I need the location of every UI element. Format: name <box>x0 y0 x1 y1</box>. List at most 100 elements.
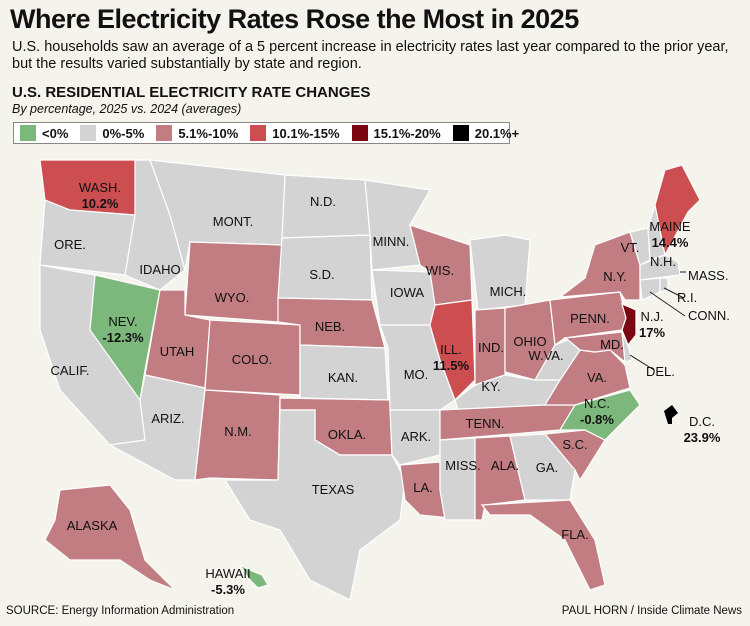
legend-item: 15.1%-20% <box>351 125 441 141</box>
state-value-il: 11.5% <box>433 358 470 373</box>
state-ak <box>44 484 176 591</box>
state-label-in: IND. <box>478 340 504 355</box>
state-label-ok: OKLA. <box>328 427 366 442</box>
state-label-de: DEL. <box>646 364 675 379</box>
legend-swatch <box>351 125 368 141</box>
state-label-al: ALA. <box>491 458 519 473</box>
state-label-vt: VT. <box>621 240 640 255</box>
legend-label: 5.1%-10% <box>178 125 239 141</box>
state-label-nd: N.D. <box>310 194 336 209</box>
state-label-id: IDAHO <box>139 262 180 277</box>
state-label-ny: N.Y. <box>603 269 627 284</box>
source-note: SOURCE: Energy Information Administratio… <box>6 605 235 617</box>
legend-label: 20.1%+ <box>474 125 520 141</box>
legend-swatch <box>156 125 173 141</box>
state-nm <box>194 389 281 481</box>
state-label-nv: NEV. <box>108 314 137 329</box>
state-label-me: MAINE <box>649 219 691 234</box>
leader-line <box>629 354 655 371</box>
state-label-ar: ARK. <box>401 429 431 444</box>
state-label-co: COLO. <box>232 352 272 367</box>
state-label-ca: CALIF. <box>50 363 89 378</box>
legend-label: 10.1%-15% <box>272 125 340 141</box>
state-label-ak: ALASKA <box>67 518 118 533</box>
state-label-sc: S.C. <box>562 437 587 452</box>
state-value-wa: 10.2% <box>82 196 119 211</box>
state-label-hi: HAWAII <box>205 566 250 581</box>
state-label-wv: W.VA. <box>528 348 563 363</box>
state-label-ct: CONN. <box>688 308 730 323</box>
state-label-md: MD. <box>600 337 624 352</box>
legend-swatch <box>250 125 267 141</box>
subtitle: U.S. households saw an average of a 5 pe… <box>12 39 729 72</box>
legend-swatch <box>20 125 36 141</box>
state-label-ma: MASS. <box>688 268 728 283</box>
state-label-az: ARIZ. <box>151 411 184 426</box>
state-value-nc: -0.8% <box>580 412 614 427</box>
state-label-or: ORE. <box>54 237 86 252</box>
state-value-me: 14.4% <box>652 235 689 250</box>
legend-item: 0%-5% <box>80 125 144 141</box>
dc-marker-icon <box>664 405 678 424</box>
state-label-sd: S.D. <box>309 267 334 282</box>
state-label-pa: PENN. <box>570 311 610 326</box>
legend-item: 20.1%+ <box>452 125 520 141</box>
state-label-wa: WASH. <box>79 180 121 195</box>
legend-item: 5.1%-10% <box>156 125 238 141</box>
legend-item: 10.1%-15% <box>250 125 340 141</box>
state-value-nv: -12.3% <box>102 330 144 345</box>
state-value-dc: 23.9% <box>684 430 721 445</box>
state-label-ks: KAN. <box>328 370 358 385</box>
state-label-ne: NEB. <box>315 319 345 334</box>
state-ar <box>389 409 441 466</box>
leader-line <box>649 291 686 317</box>
legend-item: <0% <box>20 125 68 141</box>
state-wy <box>184 241 283 323</box>
page-title: Where Electricity Rates Rose the Most in… <box>10 4 579 34</box>
legend-label: 15.1%-20% <box>373 125 441 141</box>
state-hi <box>238 563 269 589</box>
state-label-tn: TENN. <box>466 416 505 431</box>
state-nj <box>621 302 637 347</box>
state-label-ky: KY. <box>481 379 500 394</box>
state-value-hi: -5.3% <box>211 582 245 597</box>
state-label-wi: WIS. <box>426 263 454 278</box>
state-label-mi: MICH. <box>490 284 527 299</box>
state-label-ri: R.I. <box>677 290 697 305</box>
leader-line <box>663 287 685 299</box>
state-label-nc: N.C. <box>584 396 610 411</box>
state-label-fl: FLA. <box>561 527 588 542</box>
state-label-mo: MO. <box>404 367 429 382</box>
state-mi <box>469 234 531 311</box>
state-label-la: LA. <box>413 480 433 495</box>
state-fl <box>480 499 606 591</box>
credit-note: PAUL HORN / Inside Climate News <box>561 605 742 617</box>
map-heading: U.S. RESIDENTIAL ELECTRICITY RATE CHANGE… <box>12 84 371 101</box>
legend-label: 0%-5% <box>102 125 145 141</box>
state-ma <box>639 254 681 281</box>
map-subheading: By percentage, 2025 vs. 2024 (averages) <box>12 102 242 116</box>
state-label-tx: TEXAS <box>312 482 355 497</box>
state-ms <box>439 437 476 521</box>
state-sc <box>543 429 606 482</box>
state-label-mt: MONT. <box>213 214 253 229</box>
state-label-ut: UTAH <box>160 344 194 359</box>
legend-swatch <box>452 125 469 141</box>
legend-label: <0% <box>42 125 69 141</box>
state-label-wy: WYO. <box>215 290 250 305</box>
state-label-ia: IOWA <box>390 285 425 300</box>
state-tx <box>223 409 406 601</box>
state-label-nm: N.M. <box>224 424 251 439</box>
state-value-nj: 17% <box>639 325 665 340</box>
state-label-ga: GA. <box>536 460 558 475</box>
state-label-va: VA. <box>587 370 607 385</box>
state-label-dc: D.C. <box>689 414 715 429</box>
state-label-mn: MINN. <box>373 234 410 249</box>
state-label-ms: MISS. <box>445 458 480 473</box>
legend-swatch <box>80 125 97 141</box>
state-label-il: ILL. <box>440 342 462 357</box>
state-label-nj: N.J. <box>640 309 663 324</box>
state-label-oh: OHIO <box>513 334 546 349</box>
legend: <0% 0%-5% 5.1%-10% 10.1%-15% 15.1%-20% 20.1%+ <box>13 122 519 144</box>
